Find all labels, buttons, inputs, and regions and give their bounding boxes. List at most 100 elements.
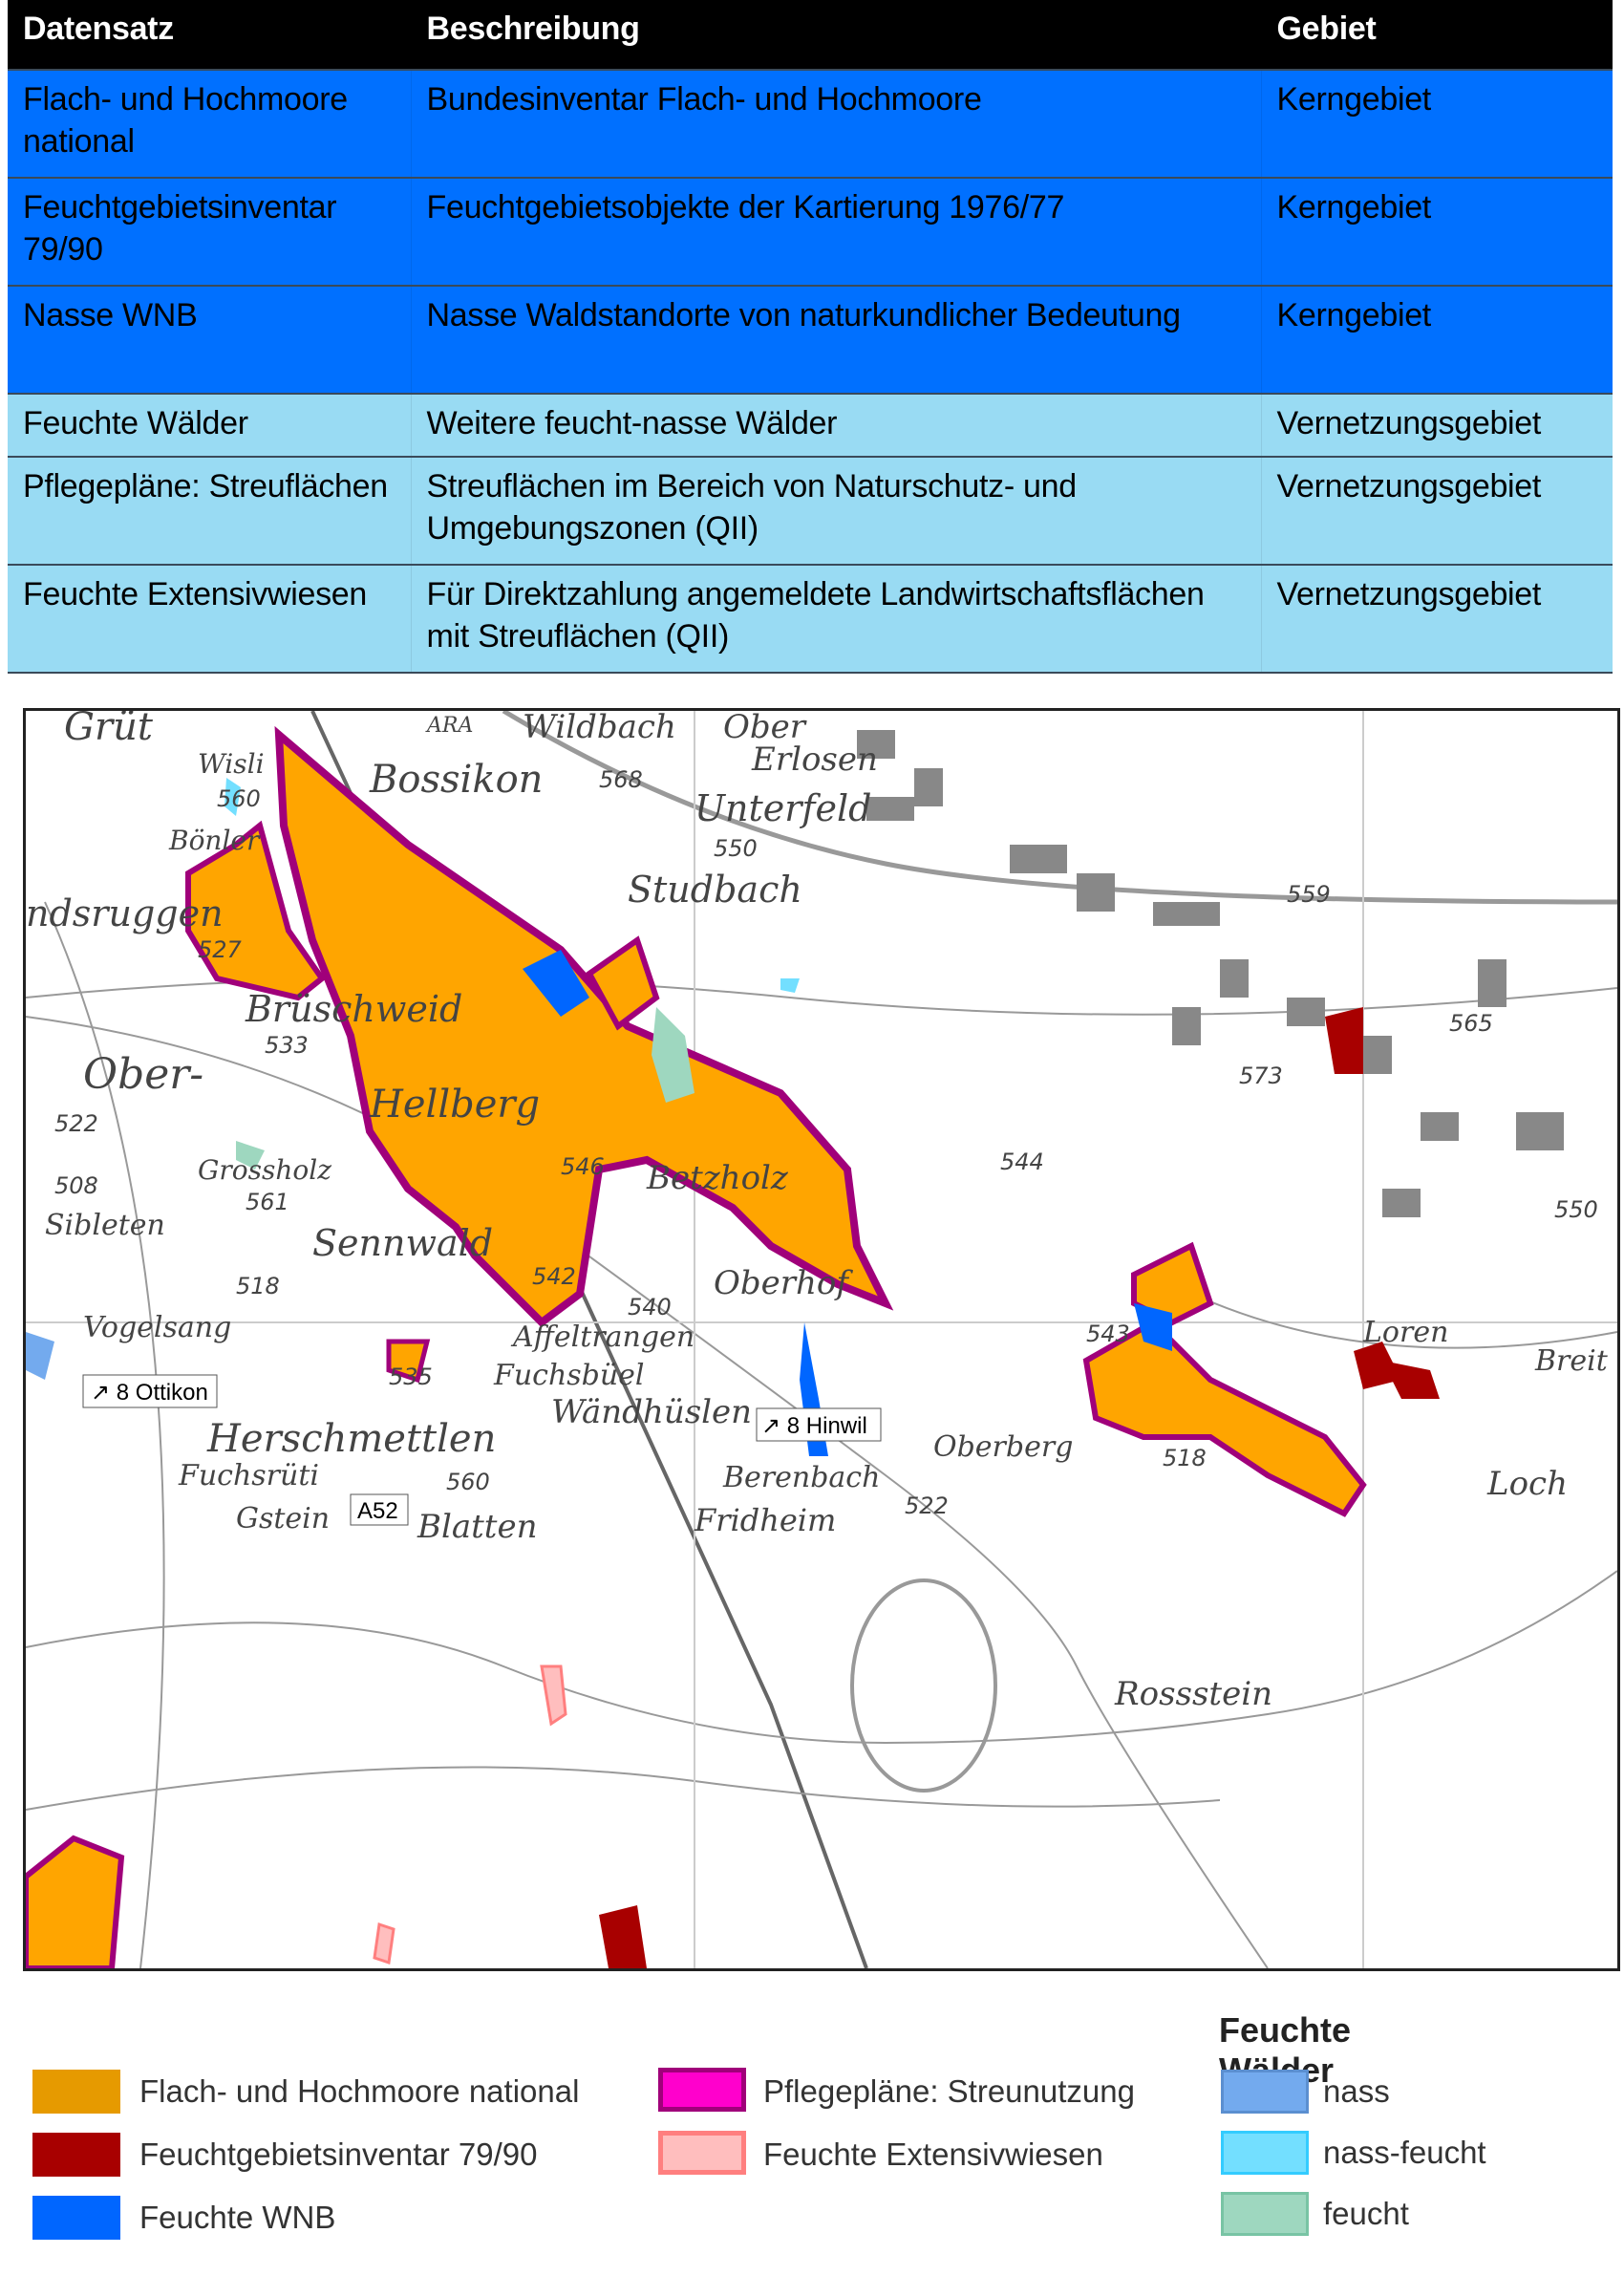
place-label: Blatten: [417, 1508, 537, 1546]
place-label: Wildbach: [523, 711, 676, 746]
height-label: 543: [1086, 1321, 1130, 1347]
place-label: Grüt: [64, 711, 154, 749]
place-label: Studbach: [628, 869, 802, 911]
cell-gebiet: Kerngebiet: [1260, 70, 1613, 179]
feuchtgebiet-area: [1325, 1007, 1363, 1074]
height-label: 560: [446, 1469, 490, 1495]
height-label: 550: [714, 835, 758, 862]
height-label: 559: [1287, 881, 1331, 908]
height-labels: 568 560 550 559 527 533 522 546 561 508 …: [54, 766, 1598, 1519]
feuchtgebiet-area: [1354, 1342, 1401, 1389]
place-label: Sennwald: [312, 1222, 493, 1264]
place-label: Betzholz: [646, 1159, 789, 1197]
cell-datensatz: Feuchte Wälder: [8, 394, 411, 458]
cell-beschreibung: Weitere feucht-nasse Wälder: [410, 394, 1261, 458]
moor-national-area: [1131, 1241, 1214, 1326]
place-label: Wändhüslen: [551, 1393, 752, 1431]
place-label: Berenbach: [722, 1461, 880, 1494]
header-gebiet: Gebiet: [1260, 0, 1613, 71]
nass-feucht-forest: [780, 978, 800, 993]
place-label: Sibleten: [45, 1209, 165, 1242]
extensivwiesen-area: [540, 1664, 567, 1727]
cell-datensatz: Flach- und Hochmoore national: [8, 70, 411, 179]
place-label: Brüschweid: [245, 988, 462, 1030]
place-label: Affeltrangen: [510, 1321, 694, 1354]
cell-datensatz: Feuchtgebietsinventar 79/90: [8, 178, 411, 287]
height-label: 535: [389, 1363, 433, 1390]
sign-a52: A52: [357, 1498, 398, 1524]
legend-swatch-nass-feucht: [1221, 2131, 1309, 2175]
place-label: Bönler: [168, 825, 261, 856]
place-labels: Grüt Wisli Bossikon Wildbach Ober Erlose…: [26, 705, 1609, 1713]
place-label: Fuchsrüti: [178, 1459, 319, 1492]
legend-label: Pflegepläne: Streunutzung: [763, 2073, 1135, 2109]
cell-gebiet: Kerngebiet: [1260, 178, 1613, 287]
place-label: ARA: [425, 714, 473, 738]
table-header-row: Datensatz Beschreibung Gebiet: [8, 0, 1613, 71]
height-label: 533: [265, 1032, 309, 1059]
legend-swatch-feucht: [1221, 2192, 1309, 2236]
place-label: Unterfeld: [694, 787, 871, 829]
place-label: Fuchsbüel: [493, 1359, 645, 1392]
place-label: Vogelsang: [83, 1311, 231, 1344]
sign-hinwil: ↗ 8 Hinwil: [761, 1413, 867, 1439]
height-label: 544: [1000, 1149, 1044, 1175]
road-signs: ↗ 8 Ottikon ↗ 8 Hinwil A52: [82, 1374, 882, 1526]
place-label: Breit: [1534, 1344, 1609, 1378]
height-label: 568: [599, 766, 643, 793]
nass-feucht-forest: [224, 778, 241, 816]
height-label: 540: [628, 1294, 672, 1321]
header-datensatz: Datensatz: [8, 0, 411, 71]
cell-gebiet: Vernetzungsgebiet: [1260, 394, 1613, 458]
height-label: 518: [1163, 1445, 1207, 1471]
place-label: Grossholz: [198, 1154, 331, 1186]
cell-gebiet: Vernetzungsgebiet: [1260, 565, 1613, 674]
height-label: 518: [236, 1273, 280, 1299]
place-label: Rossstein: [1114, 1675, 1272, 1713]
place-label: Fridheim: [694, 1502, 836, 1538]
table-row: Pflegepläne: Streuflächen Streuflächen i…: [8, 457, 1613, 566]
height-label: 542: [532, 1263, 576, 1290]
moor-national-area: [1082, 1319, 1367, 1517]
cell-datensatz: Feuchte Extensivwiesen: [8, 565, 411, 674]
cell-datensatz: Nasse WNB: [8, 286, 411, 395]
place-label: Hellberg: [369, 1083, 540, 1127]
feucht-forest: [236, 1141, 265, 1170]
map[interactable]: Grüt Wisli Bossikon Wildbach Ober Erlose…: [23, 705, 1620, 1971]
legend-swatch-extensivwiesen: [658, 2131, 746, 2175]
place-label: Loch: [1486, 1465, 1568, 1503]
sign-ottikon: ↗ 8 Ottikon: [91, 1380, 208, 1406]
place-label: Wisli: [198, 748, 265, 780]
legend-label: Feuchte Extensivwiesen: [763, 2136, 1103, 2172]
legend-label: Flach- und Hochmoore national: [139, 2073, 580, 2109]
moor-national-area: [23, 1835, 125, 1971]
legend-swatch-pflegeplaene: [658, 2068, 746, 2112]
cell-datensatz: Pflegepläne: Streuflächen: [8, 457, 411, 566]
table-row: Feuchte Extensivwiesen Für Direktzahlung…: [8, 565, 1613, 674]
place-label: ndsruggen: [26, 892, 224, 934]
table-row: Feuchtgebietsinventar 79/90 Feuchtgebiet…: [8, 178, 1613, 287]
legend-label: nass: [1323, 2073, 1390, 2109]
moor-national-area: [274, 725, 894, 1328]
moor-national-area: [185, 820, 327, 1001]
wnb-area: [523, 950, 589, 1017]
map-canvas: Grüt Wisli Bossikon Wildbach Ober Erlose…: [23, 705, 1618, 1971]
place-label: Bossikon: [369, 758, 543, 802]
place-label: Herschmettlen: [206, 1417, 496, 1461]
place-label: Gstein: [236, 1502, 330, 1535]
header-beschreibung: Beschreibung: [410, 0, 1261, 71]
built-areas: [857, 730, 1564, 1217]
dataset-table: Datensatz Beschreibung Gebiet Flach- und…: [8, 0, 1613, 674]
table-row: Flach- und Hochmoore national Bundesinve…: [8, 70, 1613, 179]
place-label: Oberberg: [933, 1430, 1073, 1464]
height-label: 508: [54, 1172, 98, 1199]
moor-national-area: [386, 1339, 431, 1384]
height-label: 573: [1239, 1063, 1283, 1089]
legend-swatch-nass: [1221, 2070, 1309, 2114]
height-label: 527: [198, 936, 243, 963]
nass-forest: [26, 1332, 54, 1380]
wnb-area: [1134, 1303, 1172, 1351]
legend-swatch-feuchtgebiet: [32, 2133, 120, 2177]
legend-swatch-wnb: [32, 2196, 120, 2240]
legend-label: Feuchte WNB: [139, 2200, 336, 2235]
